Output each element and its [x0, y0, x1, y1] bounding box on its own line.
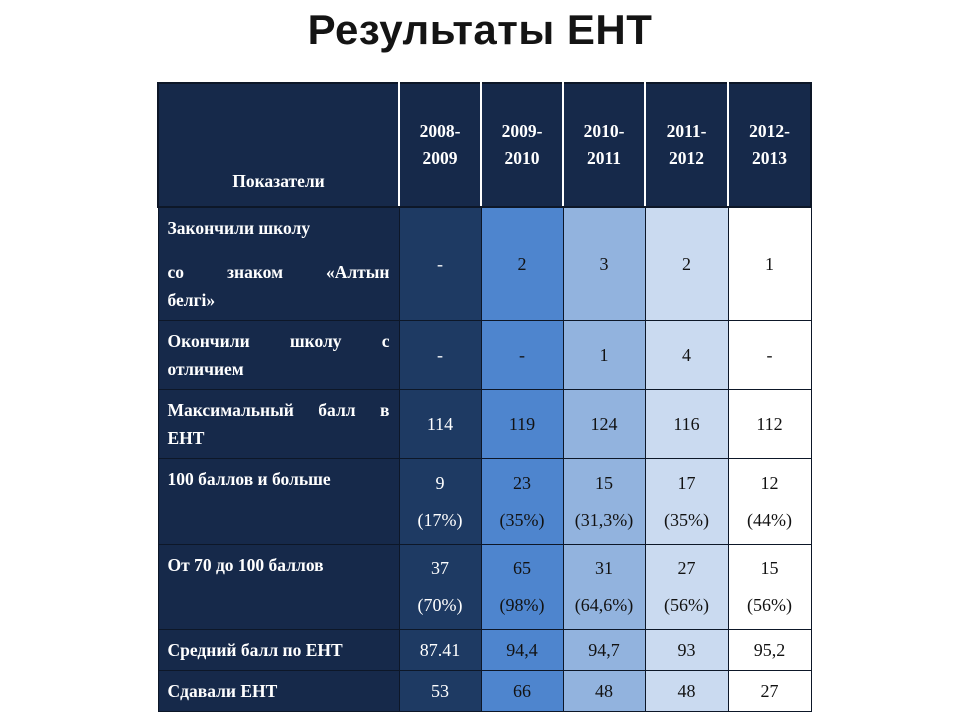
- metric-label-max-score: Максимальный балл в ЕНТ: [157, 389, 400, 459]
- value-cell: 27 (56%): [644, 544, 729, 630]
- value-cell: 114: [398, 389, 482, 459]
- value-cell: 48: [562, 670, 646, 712]
- ent-results-table: Показатели 2008- 2009 2009- 2010 2010- 2…: [157, 82, 812, 712]
- metric-label-altyn-belgi: Закончили школу со знаком «Алтын белгі»: [157, 206, 400, 321]
- value-cell: 12 (44%): [727, 458, 812, 545]
- value-cell: 15 (56%): [727, 544, 812, 630]
- value-cell: 4: [644, 320, 729, 390]
- table-row: Максимальный балл в ЕНТ 114 119 124 116 1…: [157, 389, 812, 459]
- value-cell: 95,2: [727, 629, 812, 671]
- value-cell: 23 (35%): [480, 458, 564, 545]
- value-cell: 9 (17%): [398, 458, 482, 545]
- value-cell: 1: [562, 320, 646, 390]
- value-cell: 2: [480, 206, 564, 321]
- table-row: Окончили школу с отличием - - 1 4 -: [157, 320, 812, 390]
- table-row: Средний балл по ЕНТ 87.41 94,4 94,7 93 9…: [157, 629, 812, 671]
- value-cell: 17 (35%): [644, 458, 729, 545]
- table-row: Сдавали ЕНТ 53 66 48 48 27: [157, 670, 812, 712]
- metric-label-70-to-100: От 70 до 100 баллов: [157, 544, 400, 630]
- value-cell: -: [398, 206, 482, 321]
- value-cell: 119: [480, 389, 564, 459]
- column-header-2010-2011: 2010- 2011: [562, 82, 646, 208]
- column-header-2008-2009: 2008- 2009: [398, 82, 482, 208]
- value-cell: 93: [644, 629, 729, 671]
- value-cell: 112: [727, 389, 812, 459]
- value-cell: 94,7: [562, 629, 646, 671]
- metric-label-with-honours: Окончили школу с отличием: [157, 320, 400, 390]
- column-header-2009-2010: 2009- 2010: [480, 82, 564, 208]
- column-header-2012-2013: 2012- 2013: [727, 82, 812, 208]
- value-cell: 87.41: [398, 629, 482, 671]
- value-cell: 31 (64,6%): [562, 544, 646, 630]
- value-cell: 94,4: [480, 629, 564, 671]
- value-cell: -: [398, 320, 482, 390]
- value-cell: 48: [644, 670, 729, 712]
- column-header-metrics: Показатели: [157, 82, 400, 208]
- metric-label-took-ent: Сдавали ЕНТ: [157, 670, 400, 712]
- value-cell: -: [480, 320, 564, 390]
- value-cell: 116: [644, 389, 729, 459]
- value-cell: 66: [480, 670, 564, 712]
- value-cell: 124: [562, 389, 646, 459]
- value-cell: 27: [727, 670, 812, 712]
- table-header-row: Показатели 2008- 2009 2009- 2010 2010- 2…: [157, 82, 812, 208]
- column-header-2011-2012: 2011- 2012: [644, 82, 729, 208]
- metric-label-average-score: Средний балл по ЕНТ: [157, 629, 400, 671]
- value-cell: 1: [727, 206, 812, 321]
- value-cell: 37 (70%): [398, 544, 482, 630]
- value-cell: 53: [398, 670, 482, 712]
- table-row: От 70 до 100 баллов 37 (70%) 65 (98%) 31 (6…: [157, 544, 812, 630]
- value-cell: 65 (98%): [480, 544, 564, 630]
- metric-label-100-and-more: 100 баллов и больше: [157, 458, 400, 545]
- page-title: Результаты ЕНТ: [307, 6, 653, 53]
- table-row: Закончили школу со знаком «Алтын белгі» -…: [157, 206, 812, 321]
- value-cell: 3: [562, 206, 646, 321]
- value-cell: 15 (31,3%): [562, 458, 646, 545]
- value-cell: -: [727, 320, 812, 390]
- table-row: 100 баллов и больше 9 (17%) 23 (35%) 15 (31…: [157, 458, 812, 545]
- value-cell: 2: [644, 206, 729, 321]
